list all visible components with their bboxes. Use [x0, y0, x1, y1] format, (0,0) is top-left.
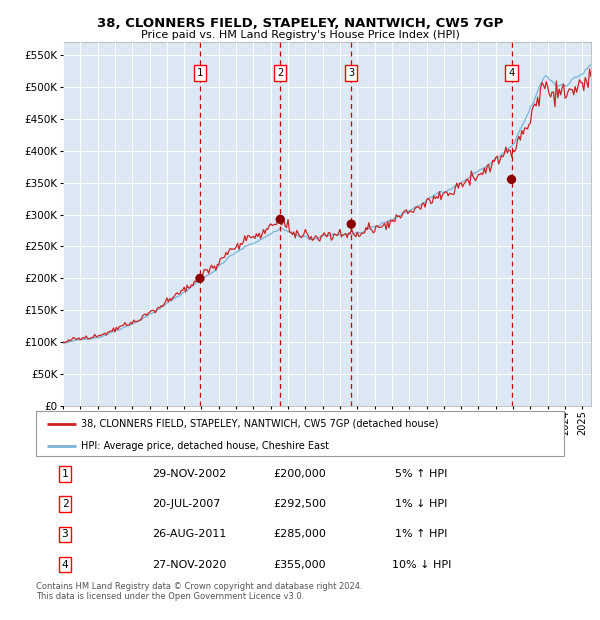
Text: 20-JUL-2007: 20-JUL-2007	[152, 499, 221, 509]
Text: 1: 1	[197, 68, 203, 78]
Text: 38, CLONNERS FIELD, STAPELEY, NANTWICH, CW5 7GP (detached house): 38, CLONNERS FIELD, STAPELEY, NANTWICH, …	[81, 418, 439, 428]
Text: £200,000: £200,000	[274, 469, 326, 479]
Point	[275, 215, 285, 224]
Text: 1: 1	[62, 469, 68, 479]
Point	[507, 174, 517, 184]
Text: Price paid vs. HM Land Registry's House Price Index (HPI): Price paid vs. HM Land Registry's House …	[140, 30, 460, 40]
Text: 27-NOV-2020: 27-NOV-2020	[152, 560, 227, 570]
Point	[195, 273, 205, 283]
Text: HPI: Average price, detached house, Cheshire East: HPI: Average price, detached house, Ches…	[81, 441, 329, 451]
Text: 5% ↑ HPI: 5% ↑ HPI	[395, 469, 448, 479]
Text: 2: 2	[62, 499, 68, 509]
Text: £355,000: £355,000	[274, 560, 326, 570]
Text: 1% ↑ HPI: 1% ↑ HPI	[395, 529, 448, 539]
Text: £292,500: £292,500	[274, 499, 326, 509]
Text: 26-AUG-2011: 26-AUG-2011	[152, 529, 227, 539]
Text: £285,000: £285,000	[274, 529, 326, 539]
Text: 4: 4	[508, 68, 515, 78]
Text: 2: 2	[277, 68, 283, 78]
Text: 3: 3	[348, 68, 355, 78]
Text: 3: 3	[62, 529, 68, 539]
Text: 4: 4	[62, 560, 68, 570]
Text: 10% ↓ HPI: 10% ↓ HPI	[392, 560, 451, 570]
Point	[346, 219, 356, 229]
Text: Contains HM Land Registry data © Crown copyright and database right 2024.
This d: Contains HM Land Registry data © Crown c…	[36, 582, 362, 601]
Text: 1% ↓ HPI: 1% ↓ HPI	[395, 499, 448, 509]
Text: 38, CLONNERS FIELD, STAPELEY, NANTWICH, CW5 7GP: 38, CLONNERS FIELD, STAPELEY, NANTWICH, …	[97, 17, 503, 30]
Text: 29-NOV-2002: 29-NOV-2002	[152, 469, 227, 479]
